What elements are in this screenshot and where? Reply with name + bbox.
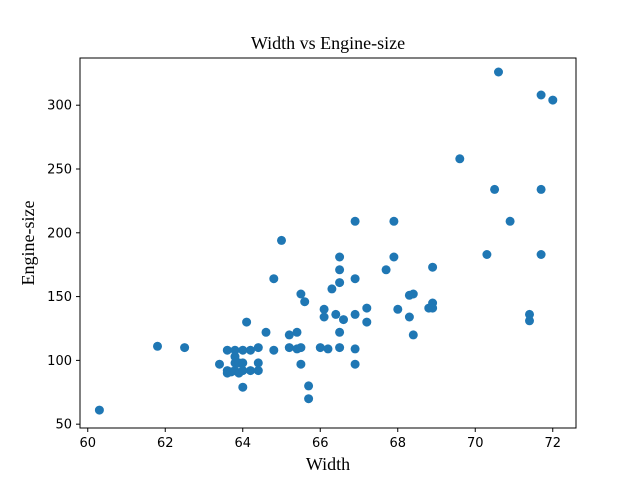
y-tick-label: 200 [47,226,72,241]
data-point [315,343,325,353]
data-point [362,317,372,327]
data-point [292,327,302,337]
data-point [350,274,360,284]
data-point [536,90,546,100]
data-point [319,312,329,322]
data-point [238,345,248,355]
data-point [404,312,414,322]
data-point [335,343,345,353]
plot-frame [79,57,577,429]
data-point [335,252,345,262]
data-point [494,67,503,77]
x-tick-label: 64 [234,436,251,451]
data-point [389,252,399,262]
y-axis-ticks: 50 100 150 200 250 300 [47,99,80,433]
y-tick-label: 300 [47,99,72,114]
data-point [331,309,341,319]
data-point [536,184,546,194]
chart-title: Width vs Engine-size [251,33,405,53]
data-point [246,345,255,355]
data-point [261,327,271,337]
data-point [548,95,558,105]
data-point [350,359,360,369]
data-point [253,366,263,376]
data-point [408,289,418,299]
data-point [428,303,438,313]
data-point [339,315,348,325]
data-point [362,303,372,313]
data-point [304,394,314,404]
y-tick-label: 150 [47,290,72,305]
data-point [525,309,534,319]
data-point [242,317,252,327]
x-axis-ticks: 60 62 64 66 68 70 72 [79,428,561,451]
data-point [180,343,190,353]
data-point [350,344,360,354]
data-point [323,344,333,354]
data-point [350,309,360,319]
data-point [253,343,263,353]
data-point [319,304,329,314]
data-point [350,216,360,226]
data-point [284,330,294,340]
data-point [153,341,162,351]
data-point [296,359,306,369]
data-point [277,235,286,245]
data-point [536,250,546,259]
data-point [238,366,248,376]
x-tick-label: 72 [544,436,561,451]
data-point [238,382,248,392]
data-points [94,67,558,415]
data-point [284,343,294,353]
data-point [300,297,310,307]
data-point [304,381,314,391]
y-tick-label: 50 [55,418,72,433]
data-point [428,262,438,272]
data-point [253,358,263,368]
x-tick-label: 62 [157,436,174,451]
data-point [455,154,465,164]
data-point [335,265,345,275]
data-point [215,359,224,369]
data-point [381,265,391,275]
x-tick-label: 66 [312,436,329,451]
x-tick-label: 68 [389,436,406,451]
x-axis-label: Width [306,454,350,474]
y-tick-label: 250 [47,163,72,178]
x-tick-label: 70 [467,436,484,451]
y-axis-label: Engine-size [18,201,38,286]
data-point [490,184,500,194]
data-point [389,216,399,226]
data-point [222,345,232,355]
y-tick-label: 100 [47,354,72,369]
data-point [94,405,104,415]
data-point [393,304,403,314]
data-point [296,289,306,299]
data-point [269,345,279,355]
x-tick-label: 60 [79,436,96,451]
data-point [335,278,345,288]
data-point [230,345,240,355]
data-point [246,366,255,376]
data-point [525,316,534,326]
data-point [335,327,345,337]
data-point [238,358,248,368]
data-point [296,343,306,353]
data-point [327,284,337,294]
data-point [269,274,279,284]
data-point [482,250,492,259]
data-point [505,216,515,226]
data-point [408,330,418,340]
